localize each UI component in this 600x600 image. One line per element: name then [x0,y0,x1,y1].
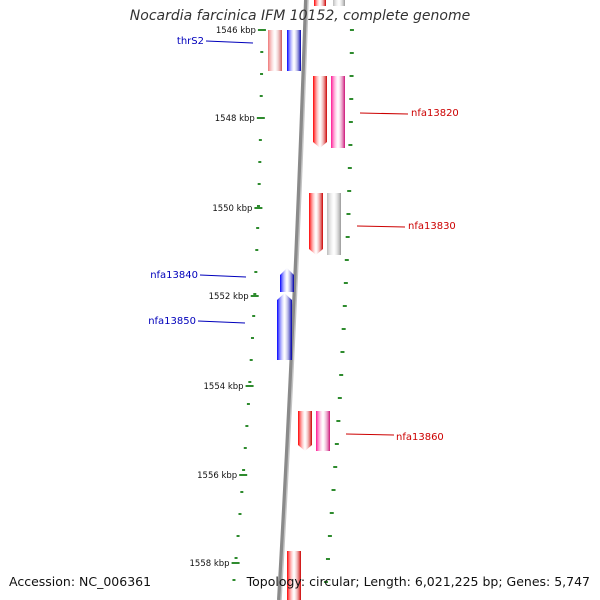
gene-label-leader [356,225,406,228]
gene-label-nfa13830: nfa13830 [408,221,456,232]
gene-label-leader [199,274,247,278]
gene-label-nfa13820: nfa13820 [411,108,459,119]
backbone-highlight [280,0,309,600]
gene-nfa13820 [313,76,327,148]
scale-label: 1548 kbp [215,114,255,124]
gene-nfa13840 [280,268,294,292]
gene-label-leader [359,112,409,115]
feature-nfa13860-companion [316,411,330,451]
feature-nfa13820-companion [331,76,345,148]
map-title: Nocardia farcinica IFM 10152, complete g… [129,8,471,24]
gene-label-leader [197,320,246,324]
feature-partial-top [333,0,345,6]
gene-label-thrS2: thrS2 [177,36,204,47]
scale-label: 1558 kbp [190,559,230,569]
gene-partial-bottom [287,551,301,600]
scale-label: 1554 kbp [204,382,244,392]
gene-nfa13850 [277,293,292,360]
accession-text: Accession: NC_006361 [9,574,152,589]
gene-partial-top [314,0,326,6]
backbone-line [277,0,308,600]
gene-nfa13860 [298,411,312,451]
gene-label-nfa13840: nfa13840 [150,270,198,281]
gene-label-leader [205,40,254,44]
gene-nfa13830 [309,193,323,255]
gene-label-leader [345,433,395,436]
gene-label-nfa13850: nfa13850 [148,316,196,327]
genome-summary-text: Topology: circular; Length: 6,021,225 bp… [246,574,590,589]
gene-thrS2 [287,30,301,71]
gene-label-nfa13860: nfa13860 [396,432,444,443]
scale-label: 1550 kbp [212,204,252,214]
scale-label: 1546 kbp [216,26,256,36]
scale-label: 1556 kbp [197,471,237,481]
feature-nfa13830-companion [327,193,341,255]
scale-label: 1552 kbp [209,292,249,302]
feature-thrS2-companion [268,30,282,71]
